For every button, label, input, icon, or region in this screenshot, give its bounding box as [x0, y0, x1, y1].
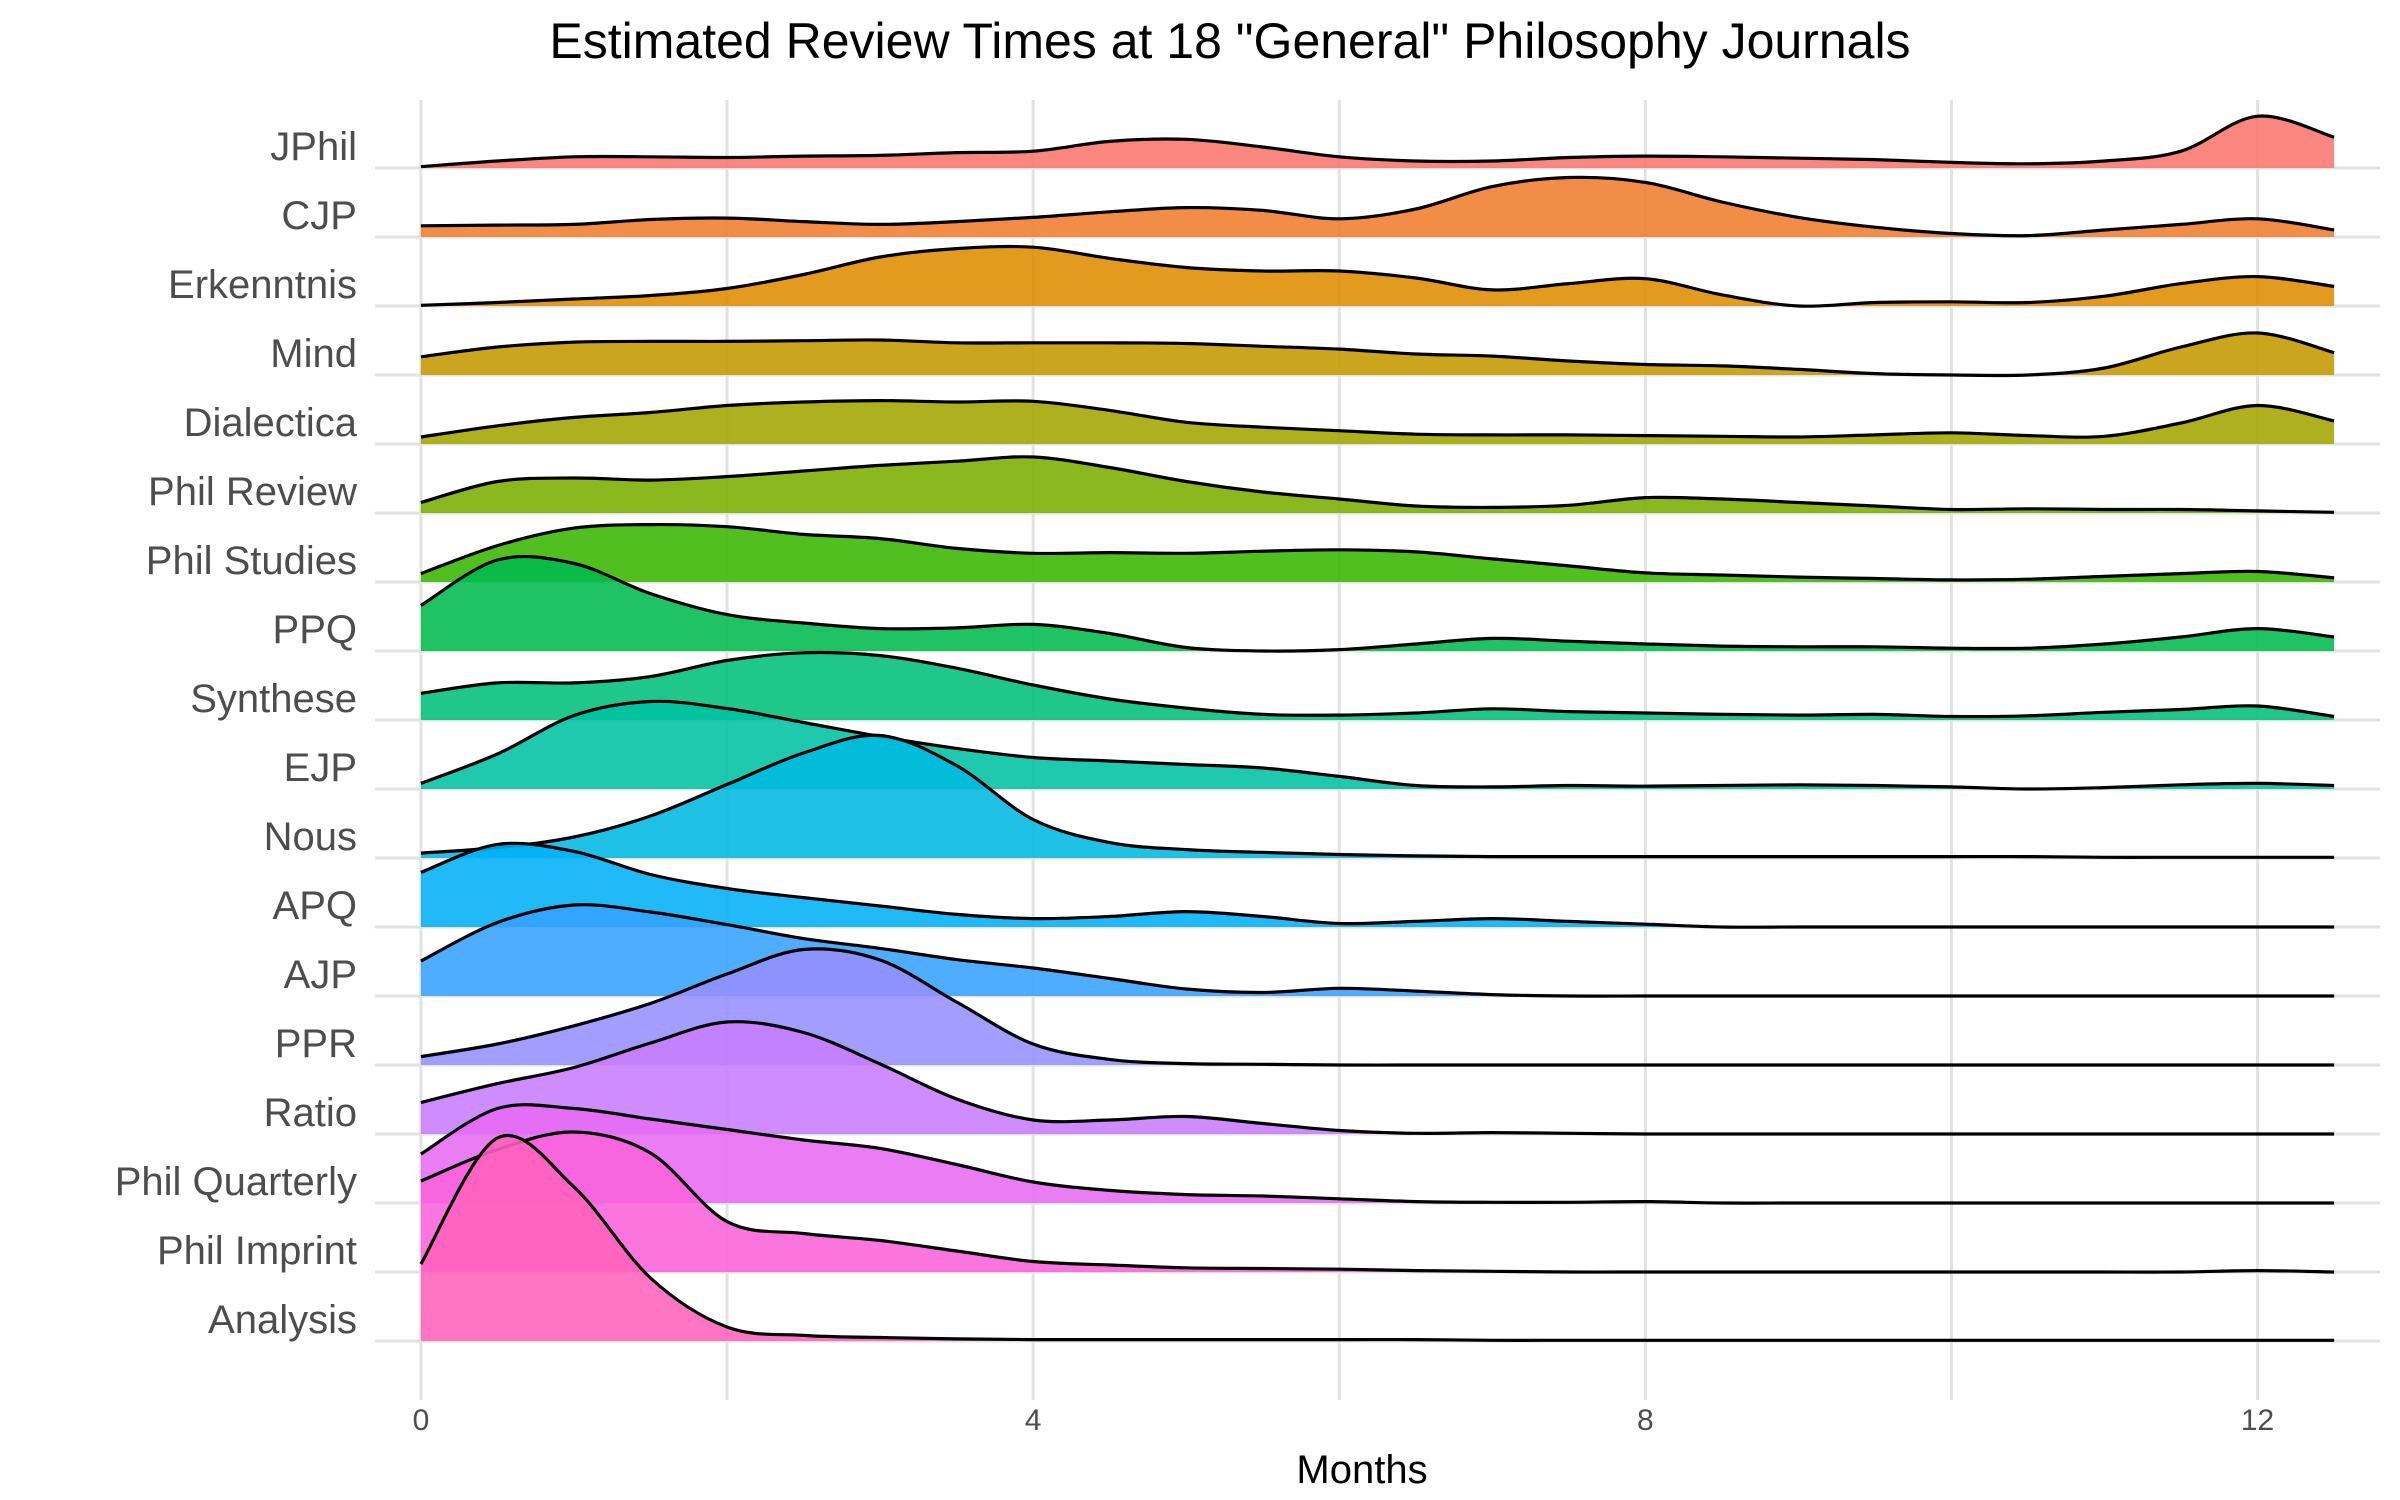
ridge-area-mind	[420, 332, 2335, 376]
x-tick-label-4: 4	[1025, 1404, 1042, 1437]
ridge-area-ppr	[420, 948, 2335, 1066]
ridges	[419, 114, 2335, 1342]
y-tick-label-phil-studies: Phil Studies	[146, 539, 357, 583]
ridge-area-analysis	[420, 1135, 2335, 1341]
ridge-synthese	[420, 650, 2335, 720]
ridge-line-ratio	[420, 1020, 2335, 1136]
y-tick-label-ajp: AJP	[284, 953, 357, 997]
ridge-area-cjp	[420, 177, 2335, 237]
ridge-line-phil-studies	[420, 522, 2335, 582]
ridge-analysis	[419, 1134, 2335, 1342]
y-tick-label-ppq: PPQ	[273, 608, 357, 652]
ridge-line-phil-imprint	[420, 1130, 2335, 1274]
y-tick-label-phil-quarterly: Phil Quarterly	[115, 1160, 357, 1204]
y-tick-label-phil-review: Phil Review	[148, 470, 357, 514]
ridge-line-analysis	[419, 1134, 2335, 1342]
y-tick-label-analysis: Analysis	[208, 1298, 357, 1342]
ridge-mind	[420, 331, 2335, 378]
ridge-area-nous	[420, 735, 2335, 858]
y-tick-label-jphil: JPhil	[270, 125, 357, 169]
y-tick-label-phil-imprint: Phil Imprint	[157, 1229, 357, 1273]
ridge-line-mind	[420, 331, 2335, 378]
ridge-ppr	[420, 947, 2335, 1067]
chart-title: Estimated Review Times at 18 "General" P…	[549, 13, 1910, 69]
y-tick-label-synthese: Synthese	[190, 677, 357, 721]
ridge-line-ppq	[420, 554, 2335, 653]
ridge-line-phil-quarterly	[420, 1103, 2335, 1205]
y-tick-label-dialectica: Dialectica	[184, 401, 358, 445]
y-tick-label-ratio: Ratio	[264, 1091, 357, 1135]
x-tick-label-8: 8	[1637, 1404, 1654, 1437]
y-tick-label-ppr: PPR	[275, 1022, 357, 1066]
y-tick-label-apq: APQ	[273, 884, 357, 928]
y-tick-label-cjp: CJP	[281, 194, 357, 238]
ridge-line-dialectica	[420, 398, 2335, 439]
ridge-area-dialectica	[420, 400, 2335, 444]
ridge-erkenntnis	[420, 244, 2335, 308]
ridge-line-nous	[420, 733, 2335, 859]
ridge-line-synthese	[420, 650, 2335, 719]
ridge-line-cjp	[420, 175, 2335, 238]
y-tick-label-erkenntnis: Erkenntnis	[168, 263, 357, 307]
ridge-ppq	[420, 554, 2335, 653]
ridge-line-apq	[420, 841, 2335, 929]
x-axis-title: Months	[1296, 1448, 1427, 1492]
ridge-area-phil-studies	[420, 524, 2335, 582]
ridge-area-phil-review	[420, 456, 2335, 513]
y-tick-label-ejp: EJP	[284, 746, 357, 790]
ridge-area-synthese	[420, 652, 2335, 720]
ridge-cjp	[420, 175, 2335, 238]
ridge-area-ratio	[420, 1021, 2335, 1135]
y-tick-labels: JPhil CJP Erkenntnis Mind Dialectica Phil Rev…	[115, 125, 358, 1342]
ridge-line-ajp	[420, 903, 2335, 998]
y-tick-label-mind: Mind	[270, 332, 357, 376]
ridge-line-phil-review	[420, 455, 2335, 514]
ridge-nous	[420, 733, 2335, 859]
x-tick-labels: 0 4 8 12	[413, 1404, 2275, 1437]
x-tick-label-12: 12	[2241, 1404, 2274, 1437]
ridge-line-ejp	[420, 699, 2335, 791]
ridge-area-phil-quarterly	[420, 1104, 2335, 1204]
ridge-line-jphil	[420, 114, 2335, 169]
x-tick-label-0: 0	[413, 1404, 430, 1437]
ridge-phil-review	[420, 455, 2335, 514]
ridge-ratio	[420, 1020, 2335, 1136]
ridge-jphil	[420, 114, 2335, 169]
ridge-phil-studies	[420, 522, 2335, 582]
ridge-dialectica	[420, 398, 2335, 444]
ridge-area-erkenntnis	[420, 246, 2335, 307]
ridge-line-erkenntnis	[420, 244, 2335, 308]
y-tick-label-nous: Nous	[264, 815, 357, 859]
ridge-phil-quarterly	[420, 1103, 2335, 1205]
ridge-line-ppr	[420, 947, 2335, 1067]
